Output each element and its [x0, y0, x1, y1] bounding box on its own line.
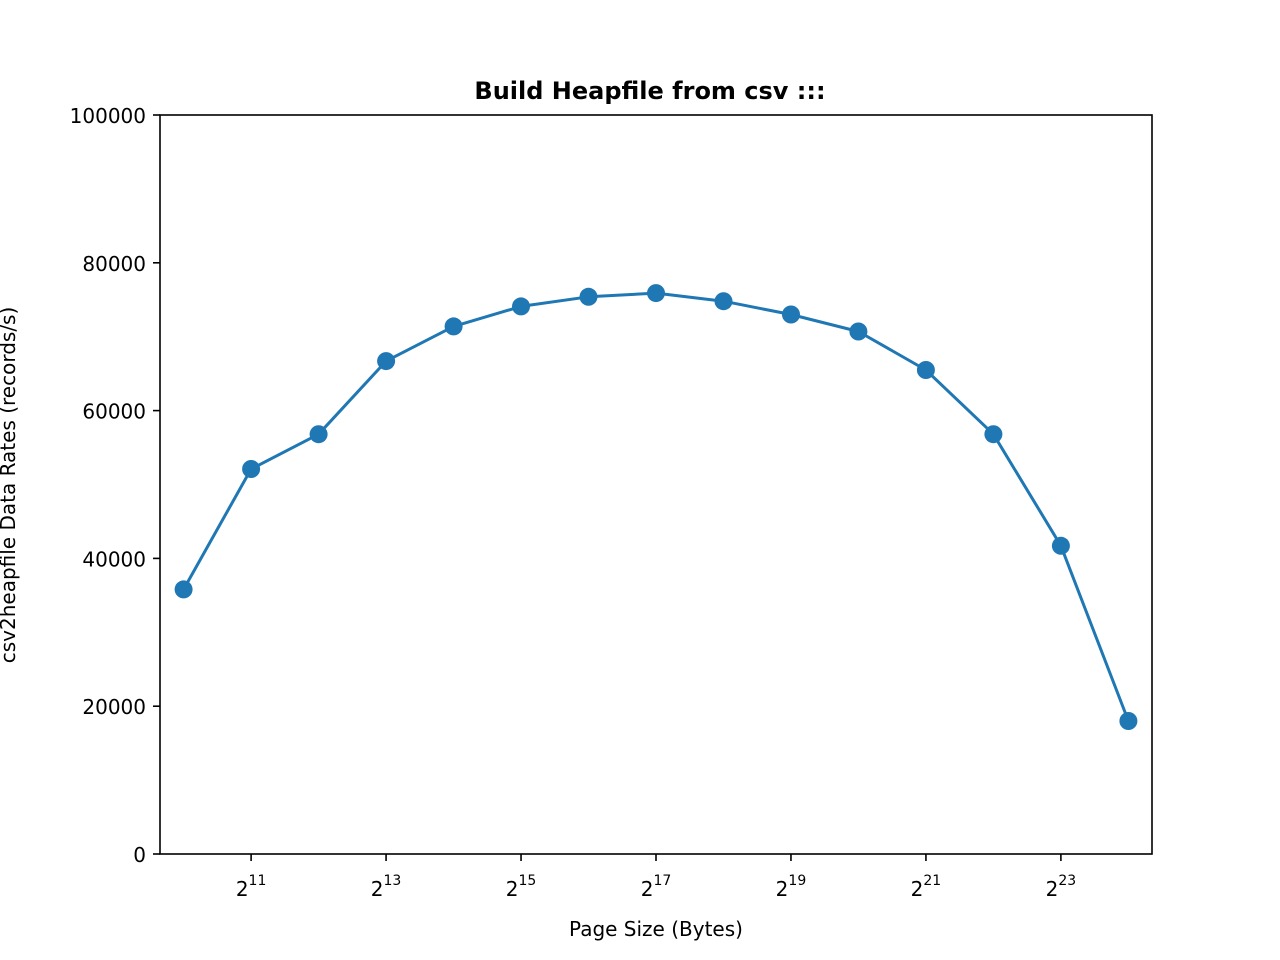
x-tick-label: 215: [506, 873, 537, 901]
data-point: [242, 460, 261, 478]
plot-frame: [159, 114, 1153, 855]
x-axis-label: Page Size (Bytes): [569, 917, 743, 941]
x-tick-label: 223: [1046, 873, 1077, 901]
data-point: [444, 317, 463, 336]
data-point: [377, 352, 396, 371]
x-tick-label: 219: [776, 873, 807, 901]
data-point: [512, 297, 530, 316]
data-point: [714, 292, 733, 311]
plot-area: 0 20000 40000 60000 80000 100000 211 213 215 217 2…: [70, 104, 1138, 901]
y-tick-label: 100000: [70, 104, 146, 128]
data-point: [984, 425, 1003, 444]
data-point: [916, 361, 935, 379]
data-point: [782, 305, 800, 324]
y-axis-label: csv2heapfile Data Rates (records/s): [0, 307, 20, 664]
data-point: [309, 425, 328, 444]
y-tick-label: 60000: [82, 400, 146, 424]
y-tick-label: 20000: [82, 695, 146, 719]
data-point: [174, 580, 193, 599]
chart-title: Build Heapfile from csv :::: [474, 77, 825, 105]
y-tick-label: 80000: [82, 252, 146, 276]
x-tick-label: 221: [911, 873, 942, 901]
x-tick-label: 217: [641, 873, 672, 901]
y-tick-label: 0: [133, 843, 146, 867]
y-tick-label: 40000: [82, 547, 146, 571]
data-point: [647, 284, 665, 303]
x-tick-label: 213: [371, 873, 402, 901]
data-point: [579, 287, 598, 306]
data-point: [1119, 712, 1138, 730]
x-tick-label: 211: [236, 873, 267, 901]
data-point: [849, 322, 868, 341]
data-point: [1051, 536, 1070, 555]
